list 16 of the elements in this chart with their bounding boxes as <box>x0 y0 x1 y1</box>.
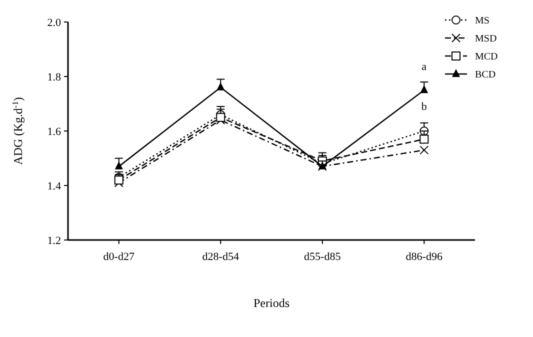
annotation: b <box>421 101 428 113</box>
y-tick-label: 1.8 <box>47 71 62 84</box>
y-tick-label: 1.6 <box>47 126 62 138</box>
x-tick-label: d0-d27 <box>103 251 135 263</box>
legend-label: MS <box>475 16 490 26</box>
y-tick-label: 2.0 <box>47 16 62 29</box>
x-tick-label: d28-d54 <box>202 251 240 263</box>
annotation: a <box>422 61 427 73</box>
x-axis-title: Periods <box>254 296 290 310</box>
x-tick-label: d86-d96 <box>406 251 443 263</box>
legend-label: MCD <box>475 52 498 62</box>
y-tick-label: 1.2 <box>47 234 61 247</box>
x-tick-label: d55-d85 <box>304 251 342 263</box>
y-tick-label: 1.4 <box>47 180 62 192</box>
legend-label: MSD <box>475 34 497 44</box>
legend-label: BCD <box>475 70 496 80</box>
